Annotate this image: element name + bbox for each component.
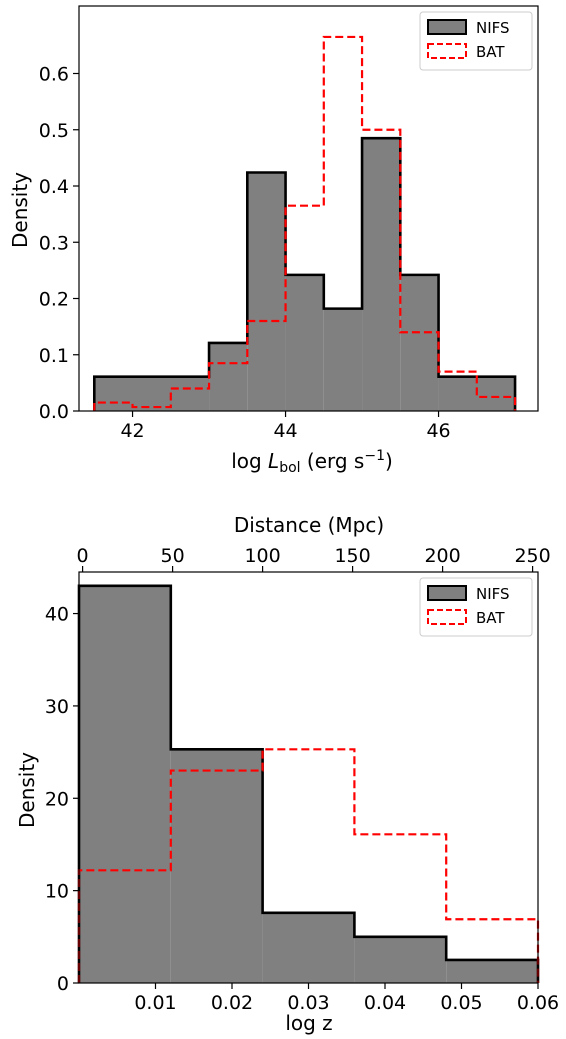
y-tick-label: 40 <box>45 604 69 626</box>
top-x-axis-label: log Lbol (erg s−1) <box>231 448 393 476</box>
y-tick-label: 0.5 <box>39 120 69 142</box>
bottom-histogram-panel: 0.01 0.02 0.03 0.04 0.05 0.06 0 10 20 30 40 0 50 100 1… <box>15 513 559 1035</box>
bottom-top-axis-label: Distance (Mpc) <box>234 513 384 537</box>
y-tick-label: 30 <box>45 696 69 718</box>
top-histogram-series <box>93 35 517 411</box>
bottom-histogram-series <box>77 584 540 983</box>
nifs-bar <box>285 274 324 411</box>
x-tick-label: 42 <box>120 420 144 442</box>
top-histogram-axes: 42 44 46 0.0 0.1 0.2 0.3 0.4 0.5 0.6 <box>39 5 539 442</box>
y-tick-label: 0.0 <box>39 401 69 423</box>
nifs-outline <box>93 136 517 411</box>
nifs-bar <box>354 936 447 983</box>
nifs-outline <box>77 584 540 983</box>
nifs-bar <box>247 172 286 411</box>
x-tick-label: 46 <box>426 420 450 442</box>
top-x-tick-label: 150 <box>334 545 370 567</box>
bat-legend-handle <box>427 43 467 59</box>
top-histogram-panel: 42 44 46 0.0 0.1 0.2 0.3 0.4 0.5 0.6 Density log … <box>8 5 539 476</box>
nifs-legend-handle <box>427 585 467 601</box>
nifs-bar <box>94 376 210 411</box>
nifs-bar <box>446 959 538 983</box>
bottom-legend: NIFS BAT <box>419 577 533 637</box>
top-x-tick-label: 200 <box>424 545 460 567</box>
bat-step-line <box>93 35 517 411</box>
nifs-legend-handle <box>427 19 467 35</box>
nifs-bar <box>323 308 363 411</box>
bat-legend-handle <box>427 609 467 625</box>
x-tick-label: 44 <box>273 420 297 442</box>
x-tick-label: 0.05 <box>440 992 482 1014</box>
nifs-legend-label: NIFS <box>476 585 510 603</box>
x-tick-label: 0.04 <box>364 992 406 1014</box>
x-tick-label: 0.03 <box>287 992 329 1014</box>
y-tick-label: 20 <box>45 788 69 810</box>
nifs-bar <box>79 585 171 983</box>
x-tick-label: 0.02 <box>211 992 253 1014</box>
nifs-legend-label: NIFS <box>476 19 510 37</box>
bat-legend-label: BAT <box>476 43 505 61</box>
nifs-bar <box>400 274 439 411</box>
bottom-y-axis-label: Density <box>15 752 39 828</box>
nifs-bar <box>170 749 263 983</box>
y-tick-label: 0.2 <box>39 289 69 311</box>
top-x-tick-label: 250 <box>514 545 550 567</box>
bat-legend-label: BAT <box>476 609 505 627</box>
y-tick-label: 0 <box>57 973 69 995</box>
nifs-bar <box>362 138 401 411</box>
top-legend: NIFS BAT <box>419 11 533 71</box>
x-tick-label: 0.01 <box>134 992 176 1014</box>
y-tick-label: 10 <box>45 881 69 903</box>
top-x-tick-label: 50 <box>161 545 185 567</box>
plot-frame <box>78 5 539 412</box>
top-x-tick-label: 100 <box>244 545 280 567</box>
y-tick-label: 0.4 <box>39 176 69 198</box>
y-tick-label: 0.6 <box>39 64 69 86</box>
nifs-bar <box>262 912 355 983</box>
bottom-histogram-axes: 0.01 0.02 0.03 0.04 0.05 0.06 0 10 20 30 40 0 50 100 1… <box>45 545 559 1014</box>
top-y-axis-label: Density <box>8 172 32 248</box>
x-tick-label: 0.06 <box>517 992 559 1014</box>
top-x-tick-label: 0 <box>77 545 89 567</box>
y-tick-label: 0.1 <box>39 345 69 367</box>
y-tick-label: 0.3 <box>39 232 69 254</box>
bottom-x-axis-label: log z <box>285 1011 332 1035</box>
bat-step-line <box>77 748 540 983</box>
nifs-bar <box>209 342 248 411</box>
